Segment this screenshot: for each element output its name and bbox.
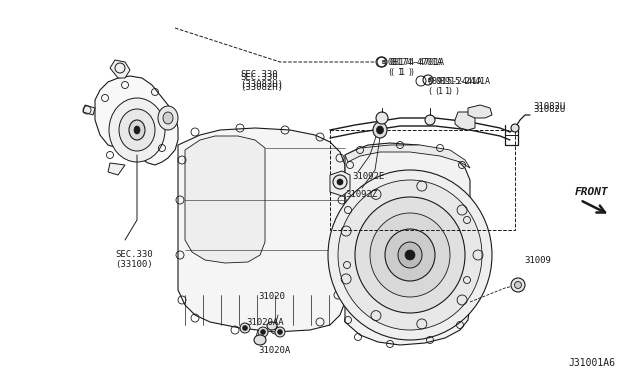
Ellipse shape: [109, 98, 165, 162]
Text: SEC.330
(33082H): SEC.330 (33082H): [240, 73, 283, 92]
Text: 31082U: 31082U: [533, 105, 565, 114]
Text: J31001A6: J31001A6: [568, 358, 615, 368]
Polygon shape: [345, 145, 470, 168]
Polygon shape: [95, 76, 178, 165]
Text: SEC.330
(33100): SEC.330 (33100): [115, 250, 152, 269]
Polygon shape: [178, 128, 345, 332]
Ellipse shape: [376, 126, 383, 134]
Text: 08915-2441A
( 1 ): 08915-2441A ( 1 ): [428, 77, 483, 96]
Text: 31020A: 31020A: [258, 346, 291, 355]
Ellipse shape: [511, 278, 525, 292]
Text: 31092Z: 31092Z: [345, 190, 377, 199]
Bar: [330, 130, 515, 230]
Text: 08915-2441A
( 1 ): 08915-2441A ( 1 ): [435, 77, 490, 96]
Polygon shape: [83, 105, 95, 115]
Text: 0B174-4701A
( 1 ): 0B174-4701A ( 1 ): [388, 58, 443, 77]
Ellipse shape: [258, 327, 268, 337]
Text: FRONT: FRONT: [575, 187, 609, 197]
Ellipse shape: [328, 170, 492, 340]
Text: SEC.330
(33082H): SEC.330 (33082H): [240, 70, 283, 89]
Ellipse shape: [129, 120, 145, 140]
Polygon shape: [108, 163, 125, 175]
Text: 31009: 31009: [524, 256, 551, 265]
Polygon shape: [455, 112, 475, 130]
Ellipse shape: [243, 326, 248, 330]
Ellipse shape: [337, 179, 343, 185]
Ellipse shape: [398, 242, 422, 268]
Ellipse shape: [134, 126, 140, 134]
Ellipse shape: [355, 197, 465, 313]
Ellipse shape: [405, 250, 415, 260]
Polygon shape: [330, 171, 350, 196]
Polygon shape: [185, 136, 265, 263]
Ellipse shape: [373, 122, 387, 138]
Ellipse shape: [370, 213, 450, 297]
Ellipse shape: [278, 330, 282, 334]
Text: 31092E: 31092E: [352, 172, 384, 181]
Polygon shape: [345, 143, 470, 345]
Ellipse shape: [515, 282, 522, 289]
Ellipse shape: [275, 327, 285, 337]
Ellipse shape: [267, 322, 277, 330]
Ellipse shape: [260, 330, 266, 334]
Ellipse shape: [333, 175, 347, 189]
Text: B: B: [427, 77, 431, 83]
Polygon shape: [468, 105, 492, 118]
Text: 31020AA: 31020AA: [246, 318, 284, 327]
Text: 31020: 31020: [258, 292, 285, 301]
Ellipse shape: [119, 109, 155, 151]
Ellipse shape: [338, 180, 482, 330]
Ellipse shape: [163, 112, 173, 124]
Ellipse shape: [240, 323, 250, 333]
Text: 31082U: 31082U: [533, 102, 565, 111]
Ellipse shape: [254, 335, 266, 345]
Text: 0B174-4701A
( 1 ): 0B174-4701A ( 1 ): [390, 58, 445, 77]
Ellipse shape: [158, 106, 178, 130]
Text: B: B: [381, 60, 385, 64]
Ellipse shape: [376, 112, 388, 124]
Ellipse shape: [385, 229, 435, 281]
Ellipse shape: [425, 115, 435, 125]
Polygon shape: [110, 60, 130, 78]
Ellipse shape: [511, 124, 519, 132]
